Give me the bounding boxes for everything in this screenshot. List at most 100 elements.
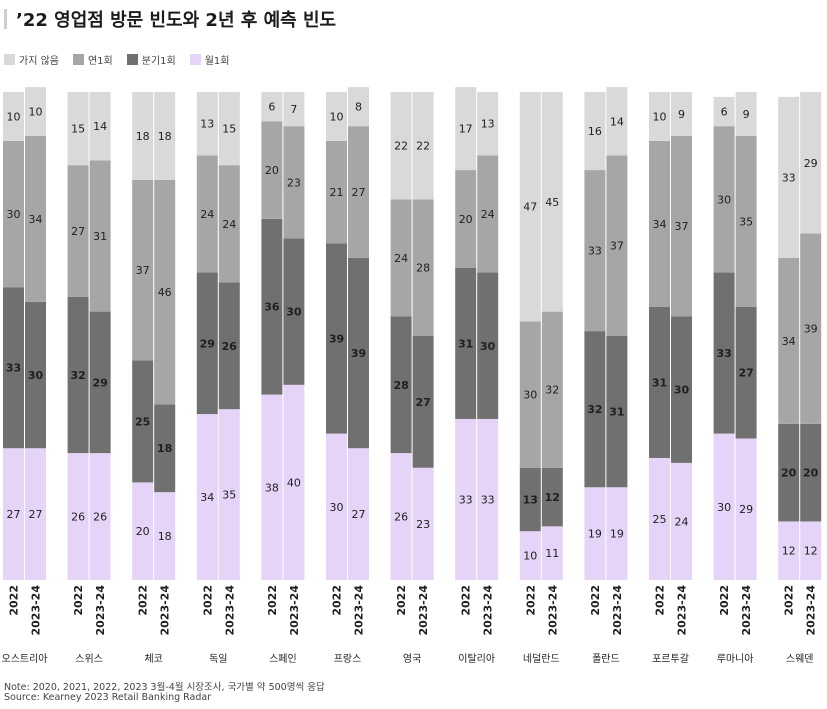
bar-segment	[671, 462, 692, 580]
bar-value-label: 18	[158, 530, 172, 543]
category-label: 이탈리아	[458, 652, 495, 665]
bar-value-label: 33	[716, 347, 731, 360]
legend-item-monthly: 월1회	[189, 52, 229, 67]
bar-segment	[390, 199, 412, 317]
bar-period-label: 2023-24	[482, 585, 495, 636]
bar-value-label: 18	[136, 130, 150, 143]
bar-value-label: 20	[136, 525, 150, 538]
bar-segment	[541, 467, 563, 527]
bar-segment	[713, 126, 735, 273]
bar-value-label: 26	[394, 511, 408, 524]
bar-value-label: 20	[265, 164, 279, 177]
bar-period-label: 2023-24	[676, 585, 689, 636]
bar-segment	[261, 92, 283, 122]
bar-segment	[89, 311, 111, 454]
category-label: 네덜란드	[523, 653, 560, 665]
bar-segment	[584, 92, 606, 171]
bar-value-label: 30	[674, 384, 690, 397]
bar-value-label: 30	[523, 389, 537, 402]
bar-segment	[196, 155, 218, 273]
bar-segment	[800, 92, 822, 234]
bar-period-label: 2022	[589, 585, 602, 616]
bar-value-label: 39	[329, 332, 344, 345]
bar-segment	[3, 287, 24, 449]
bar-segment	[218, 409, 240, 580]
bar-period-label: 2022	[460, 585, 473, 616]
bar-segment	[778, 96, 800, 258]
bar-value-label: 30	[330, 501, 344, 514]
bar-segment	[25, 135, 46, 302]
bar-value-label: 20	[459, 213, 473, 226]
bar-segment	[89, 453, 111, 580]
bar-segment	[89, 92, 111, 161]
bar-segment	[649, 458, 670, 580]
bar-value-label: 27	[352, 508, 366, 521]
bar-segment	[649, 140, 670, 307]
bar-value-label: 25	[135, 415, 150, 428]
bar-segment	[477, 155, 499, 273]
bar-value-label: 47	[523, 201, 537, 214]
bar-segment	[89, 160, 111, 312]
bar-value-label: 26	[222, 340, 238, 353]
bar-value-label: 39	[351, 347, 366, 360]
bar-segment	[455, 418, 477, 580]
source-text: Source: Kearney 2023 Retail Banking Rada…	[4, 692, 212, 703]
bar-segment	[132, 92, 154, 180]
bar-value-label: 31	[458, 337, 473, 350]
bar-period-label: 2022	[524, 585, 537, 616]
bar-value-label: 37	[675, 220, 689, 233]
note-text: Note: 2020, 2021, 2022, 2023 3월-4월 시장조사,…	[4, 682, 325, 693]
bar-value-label: 36	[264, 301, 280, 314]
bar-value-label: 33	[459, 493, 473, 506]
category-label: 스웨덴	[786, 653, 814, 665]
bar-period-label: 2022	[654, 585, 667, 616]
bar-value-label: 12	[782, 545, 796, 558]
bar-value-label: 7	[290, 103, 297, 116]
category-label: 루마니아	[717, 653, 754, 665]
bar-period-label: 2023-24	[223, 585, 236, 636]
bar-segment	[519, 92, 541, 322]
bar-value-label: 30	[28, 369, 44, 382]
bar-segment	[519, 531, 541, 580]
bar-value-label: 33	[6, 362, 21, 375]
bar-value-label: 22	[394, 140, 408, 153]
bar-segment	[132, 482, 154, 580]
bar-value-label: 27	[415, 396, 430, 409]
bar-value-label: 6	[268, 101, 275, 114]
bar-period-label: 2022	[266, 585, 279, 616]
bar-value-label: 45	[545, 196, 559, 209]
bar-value-label: 6	[721, 106, 728, 119]
bar-segment	[154, 92, 176, 180]
bar-segment	[390, 453, 412, 580]
bar-value-label: 39	[804, 323, 818, 336]
bar-segment	[800, 521, 822, 580]
bar-segment	[218, 165, 240, 283]
bar-value-label: 23	[416, 518, 430, 531]
bar-value-label: 27	[352, 186, 366, 199]
bar-segment	[261, 218, 283, 395]
bar-period-label: 2023-24	[611, 585, 624, 636]
bar-value-label: 10	[330, 110, 344, 123]
bar-value-label: 24	[675, 515, 689, 528]
bar-segment	[412, 336, 434, 468]
bar-period-label: 2022	[8, 585, 21, 616]
category-label: 영국	[403, 653, 421, 665]
bar-segment	[25, 301, 46, 449]
bar-value-label: 33	[782, 171, 796, 184]
bar-segment	[778, 423, 800, 522]
bar-segment	[649, 92, 670, 141]
bar-value-label: 22	[416, 140, 430, 153]
bar-segment	[326, 92, 347, 141]
bar-segment	[541, 311, 563, 468]
bar-period-label: 2022	[137, 585, 150, 616]
bar-value-label: 37	[610, 240, 624, 253]
bar-value-label: 29	[200, 337, 215, 350]
bar-period-label: 2023-24	[94, 585, 107, 636]
bar-period-label: 2022	[395, 585, 408, 616]
bar-segment	[519, 467, 541, 532]
bar-value-label: 25	[653, 513, 667, 526]
bar-segment	[3, 140, 24, 288]
bar-segment	[326, 433, 347, 580]
bar-segment	[412, 467, 434, 580]
legend-item-quarterly: 분기1회	[126, 52, 176, 67]
